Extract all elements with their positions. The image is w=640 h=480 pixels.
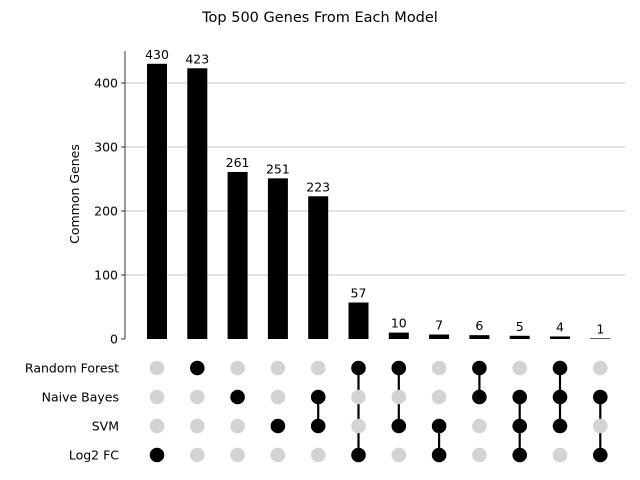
bar-value-label: 4	[556, 319, 564, 334]
matrix-dot-inactive	[270, 360, 286, 376]
bar-value-label: 1	[596, 321, 604, 336]
matrix-dot-inactive	[190, 447, 205, 463]
matrix-dot-inactive	[593, 360, 608, 376]
set-labels: Random Forest Naive Bayes SVM Log2 FC	[25, 361, 119, 463]
matrix-dot-active	[310, 418, 326, 434]
set-label: Naive Bayes	[42, 390, 119, 405]
set-label: SVM	[92, 419, 119, 434]
y-gridlines	[125, 82, 625, 276]
bar-value-label: 7	[435, 318, 443, 333]
y-axis: 0 100 200 300 400	[94, 51, 126, 347]
matrix-dot-inactive	[391, 447, 407, 463]
bar-value-label: 57	[351, 286, 367, 301]
bar	[550, 336, 570, 339]
bar-value-labels: 430 423 261 251 223 57 10 7 6 5 4 1	[145, 47, 604, 337]
matrix-dot-inactive	[230, 360, 245, 376]
y-tick-label: 300	[94, 140, 118, 155]
bar-value-label: 261	[226, 155, 250, 170]
matrix-dot-active	[351, 360, 366, 376]
chart-title: Top 500 Genes From Each Model	[201, 10, 438, 26]
matrix-dot-active	[512, 389, 527, 405]
matrix-dot-inactive	[310, 447, 326, 463]
matrix-dot-inactive	[270, 389, 286, 405]
bar	[227, 171, 248, 339]
matrix-dot-active	[472, 360, 487, 376]
matrix-dot-inactive	[552, 447, 568, 463]
matrix-dot-active	[310, 389, 326, 405]
bar	[348, 302, 369, 339]
matrix-dot-active	[351, 447, 366, 463]
matrix-dot-inactive	[472, 418, 487, 434]
matrix-dot-inactive	[149, 360, 165, 376]
matrix-dot-active	[270, 418, 286, 434]
matrix-dot-active	[472, 389, 487, 405]
bar	[267, 178, 288, 339]
matrix-dot-active	[512, 447, 527, 463]
bar-value-label: 5	[516, 319, 524, 334]
matrix-dot-active	[552, 360, 568, 376]
y-tick-label: 100	[94, 268, 118, 283]
bar-value-label: 6	[475, 318, 483, 333]
bar	[147, 63, 167, 340]
bar	[308, 196, 329, 339]
matrix-dot-inactive	[149, 418, 165, 434]
matrix-dot-inactive	[351, 389, 366, 405]
set-label: Random Forest	[25, 361, 119, 376]
matrix-dot-inactive	[230, 447, 245, 463]
matrix-dot-active	[431, 418, 447, 434]
matrix-dot-inactive	[270, 447, 286, 463]
matrix-dot-active	[230, 389, 245, 405]
matrix-dot-inactive	[149, 389, 165, 405]
matrix-dot-inactive	[190, 418, 205, 434]
matrix-dot-inactive	[230, 418, 245, 434]
bar	[469, 335, 490, 339]
bar-value-label: 423	[185, 51, 209, 66]
matrix-dot-inactive	[190, 389, 205, 405]
bar	[388, 332, 409, 339]
bar	[509, 335, 530, 339]
set-label: Log2 FC	[69, 448, 119, 463]
bars	[147, 63, 611, 340]
bar-value-label: 251	[266, 161, 290, 176]
matrix-dot-active	[512, 418, 527, 434]
matrix-dot-inactive	[431, 360, 447, 376]
y-tick-label: 400	[94, 76, 118, 91]
bar	[590, 338, 611, 339]
matrix-dot-inactive	[431, 389, 447, 405]
matrix-dot-active	[190, 360, 205, 376]
bar	[429, 334, 450, 339]
bar-value-label: 223	[306, 179, 330, 194]
matrix-dot-inactive	[472, 447, 487, 463]
bar	[187, 68, 208, 339]
matrix-dot-active	[552, 389, 568, 405]
matrix-dot-inactive	[310, 360, 326, 376]
matrix-dot-active	[593, 389, 608, 405]
matrix-dot-inactive	[512, 360, 527, 376]
matrix-dot-active	[593, 447, 608, 463]
y-tick-label: 200	[94, 204, 118, 219]
matrix-dot-inactive	[593, 418, 608, 434]
matrix-dot-active	[149, 447, 165, 463]
matrix-dot-inactive	[391, 389, 407, 405]
matrix	[149, 360, 608, 463]
y-axis-label: Common Genes	[67, 144, 82, 244]
matrix-dot-active	[391, 360, 407, 376]
matrix-dot-active	[391, 418, 407, 434]
bar-value-label: 430	[145, 47, 169, 62]
bar-value-label: 10	[391, 316, 407, 331]
matrix-dot-inactive	[351, 418, 366, 434]
y-tick-label: 0	[110, 332, 118, 347]
matrix-dot-active	[431, 447, 447, 463]
matrix-dot-active	[552, 418, 568, 434]
